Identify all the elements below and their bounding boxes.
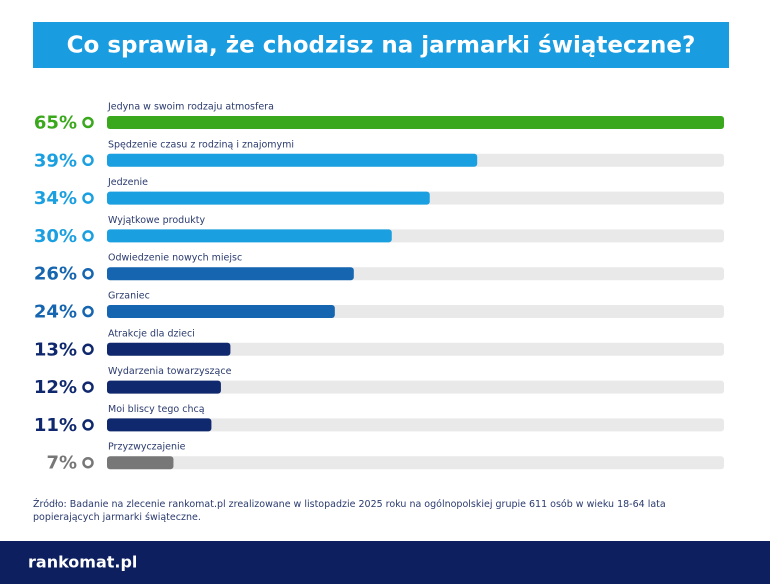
marker — [82, 230, 94, 242]
category-label: Jedzenie — [107, 177, 148, 188]
value-label: 30% — [34, 226, 77, 247]
marker — [82, 456, 94, 469]
chart-title: Co sprawia, że chodzisz na jarmarki świą… — [67, 33, 696, 59]
bar-track — [107, 380, 724, 394]
bar — [107, 229, 392, 243]
bar — [107, 305, 335, 318]
category-label: Wydarzenia towarzyszące — [108, 366, 232, 377]
bar-track — [107, 418, 724, 432]
value-label: 39% — [34, 150, 77, 171]
bar — [107, 418, 212, 432]
value-label: 24% — [34, 302, 77, 323]
bar — [107, 116, 724, 129]
bar — [107, 153, 478, 167]
value-label: 26% — [34, 264, 77, 285]
category-label: Odwiedzenie nowych miejsc — [108, 253, 242, 264]
bar-track — [107, 456, 724, 470]
category-label: Wyjątkowe produkty — [108, 215, 205, 226]
category-label: Atrakcje dla dzieci — [108, 328, 195, 339]
marker — [82, 381, 94, 393]
value-label: 65% — [34, 113, 77, 134]
bar — [107, 191, 430, 205]
category-label: Przyzwyczajenie — [108, 442, 186, 453]
category-label: Spędzenie czasu z rodziną i znajomymi — [108, 139, 294, 150]
category-label: Grzaniec — [108, 291, 150, 302]
footer — [0, 541, 770, 584]
value-label: 7% — [46, 453, 77, 474]
marker — [82, 305, 94, 318]
marker — [82, 116, 94, 129]
marker — [82, 154, 94, 167]
category-label: Jedyna w swoim rodzaju atmosfera — [107, 102, 274, 113]
value-label: 34% — [34, 188, 77, 209]
value-label: 12% — [34, 377, 77, 398]
category-label: Moi bliscy tego chcą — [108, 404, 205, 415]
bar — [107, 456, 174, 470]
source-note: Źródło: Badanie na zlecenie rankomat.pl … — [33, 499, 666, 523]
title-banner — [33, 22, 729, 68]
value-label: 11% — [34, 415, 77, 436]
bar — [107, 380, 221, 394]
marker — [82, 343, 94, 356]
marker — [82, 267, 94, 280]
marker — [82, 192, 94, 204]
bar-track — [107, 342, 724, 356]
value-label: 13% — [34, 339, 77, 360]
logo: rankomat.pl — [28, 553, 137, 572]
bar — [107, 267, 354, 281]
bar — [107, 342, 231, 356]
marker — [82, 419, 94, 431]
